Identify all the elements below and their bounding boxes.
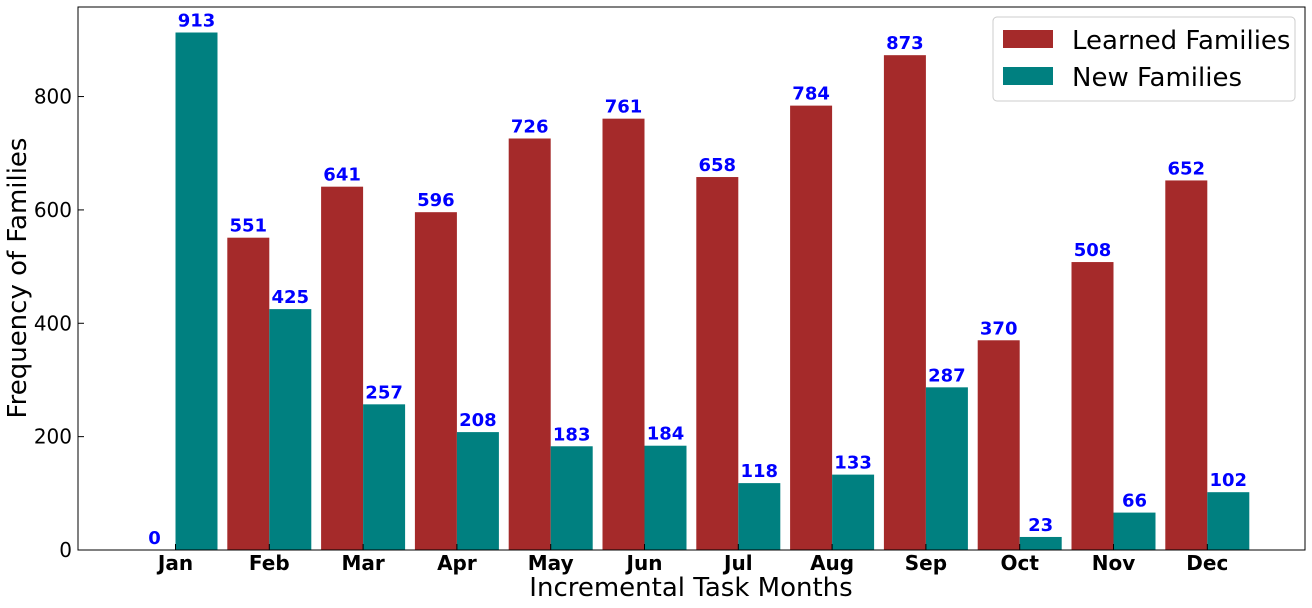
y-axis: 0 200 400 600 800 [34, 85, 84, 562]
bar-new-families-jun [644, 445, 687, 550]
bar-learned-families-apr [414, 212, 457, 550]
x-tick-label-jun: Jun [625, 551, 663, 575]
data-label-learned-families-apr: 596 [417, 190, 455, 211]
legend-label-new-families: New Families [1072, 63, 1242, 93]
x-tick-label-apr: Apr [437, 551, 477, 575]
data-label-new-families-nov: 66 [1122, 491, 1147, 512]
bar-new-families-may [550, 446, 593, 550]
y-axis-label: Frequency of Families [3, 138, 33, 419]
bars-layer [175, 32, 1250, 551]
data-label-learned-families-nov: 508 [1074, 240, 1112, 261]
x-tick-label-jul: Jul [722, 551, 753, 575]
bar-learned-families-sep [883, 55, 926, 550]
data-label-learned-families-jan: 0 [148, 528, 161, 549]
bar-learned-families-mar [321, 186, 364, 550]
bar-learned-families-aug [790, 105, 833, 551]
legend-box [992, 16, 1296, 102]
data-label-new-families-oct: 23 [1028, 515, 1053, 536]
y-tick-label-800: 800 [34, 85, 72, 109]
y-tick-label-400: 400 [34, 311, 72, 335]
data-label-new-families-jun: 184 [647, 424, 685, 445]
bar-new-families-nov [1113, 512, 1156, 550]
x-tick-label-dec: Dec [1186, 551, 1228, 575]
bar-learned-families-dec [1165, 180, 1208, 551]
y-tick-label-600: 600 [34, 198, 72, 222]
data-label-new-families-sep: 287 [928, 365, 966, 386]
x-tick-label-nov: Nov [1092, 551, 1136, 575]
x-axis: Jan Feb Mar Apr May Jun Jul Aug Sep Oct Nov Dec [156, 544, 1228, 575]
x-tick-label-feb: Feb [249, 551, 290, 575]
data-label-new-families-jan: 913 [178, 11, 216, 32]
legend-swatch-learned-families [1003, 30, 1053, 48]
data-labels-layer: 0 913 551 425 641 257 596 208 726 183 761 184 658 118… [148, 11, 1247, 549]
bar-learned-families-feb [227, 237, 270, 550]
legend-swatch-new-families [1003, 67, 1053, 85]
legend: Learned Families New Families [992, 16, 1296, 102]
x-tick-label-oct: Oct [1000, 551, 1039, 575]
bar-learned-families-may [508, 138, 551, 550]
bar-new-families-dec [1207, 492, 1250, 550]
data-label-learned-families-jul: 658 [699, 155, 737, 176]
x-tick-label-sep: Sep [905, 551, 947, 575]
data-label-new-families-dec: 102 [1210, 470, 1248, 491]
x-tick-label-jan: Jan [156, 551, 193, 575]
data-label-learned-families-feb: 551 [230, 216, 268, 237]
bar-learned-families-nov [1071, 262, 1114, 550]
data-label-learned-families-jun: 761 [605, 97, 643, 118]
y-tick-label-200: 200 [34, 425, 72, 449]
bar-new-families-aug [832, 474, 875, 550]
plot-frame [77, 6, 1306, 551]
bar-new-families-jul [738, 483, 781, 550]
y-tick-label-0: 0 [59, 538, 72, 562]
bar-new-families-oct [1019, 536, 1062, 550]
data-label-new-families-apr: 208 [459, 410, 497, 431]
bar-learned-families-jun [602, 118, 645, 550]
bar-new-families-jan [175, 32, 218, 550]
data-label-learned-families-sep: 873 [886, 33, 924, 54]
legend-label-learned-families: Learned Families [1072, 26, 1290, 56]
data-label-learned-families-aug: 784 [792, 84, 830, 105]
data-label-new-families-feb: 425 [272, 287, 310, 308]
data-label-learned-families-mar: 641 [323, 165, 361, 186]
x-axis-label: Incremental Task Months [529, 573, 852, 603]
data-label-new-families-may: 183 [553, 424, 591, 445]
data-label-new-families-mar: 257 [365, 382, 403, 403]
bar-new-families-sep [925, 387, 968, 550]
bar-learned-families-jul [696, 177, 739, 550]
bar-learned-families-oct [977, 340, 1020, 550]
data-label-learned-families-oct: 370 [980, 318, 1018, 339]
data-label-learned-families-dec: 652 [1168, 158, 1206, 179]
data-label-learned-families-may: 726 [511, 116, 549, 137]
bar-new-families-apr [456, 432, 499, 550]
x-tick-label-may: May [528, 551, 574, 575]
bar-new-families-mar [363, 404, 406, 550]
x-tick-label-aug: Aug [810, 551, 854, 575]
x-tick-label-mar: Mar [341, 551, 384, 575]
data-label-new-families-jul: 118 [741, 461, 779, 482]
bar-new-families-feb [269, 309, 312, 550]
data-label-new-families-aug: 133 [834, 453, 872, 474]
